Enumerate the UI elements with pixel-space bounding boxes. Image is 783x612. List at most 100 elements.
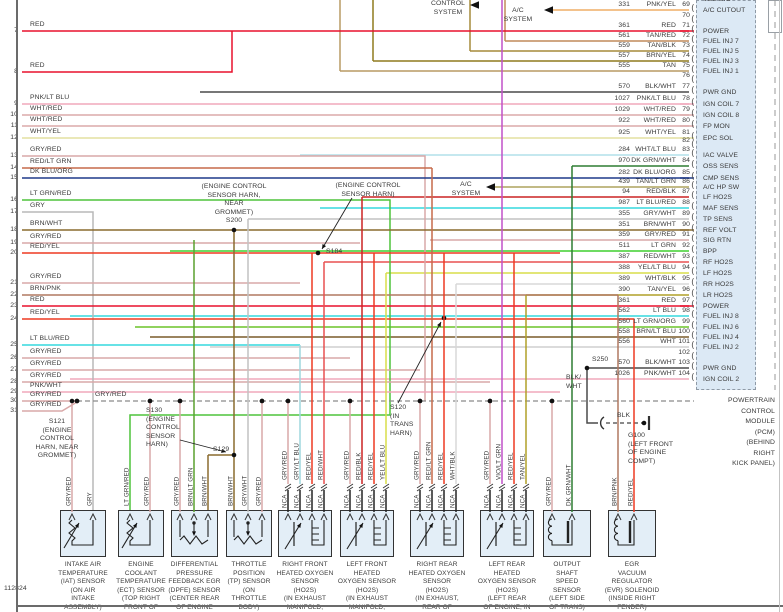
pcm-connector-box: [696, 0, 756, 390]
bus-splice-dot: [417, 398, 423, 404]
wire-break-icon: [370, 483, 378, 492]
pcm-pin-connector-icon: (: [690, 86, 696, 96]
splice-dot: [74, 398, 80, 404]
coil-icon: [547, 518, 573, 546]
pcm-pin-connector-icon: (: [690, 341, 696, 351]
pcm-pin-number: 84: [682, 157, 690, 164]
nca-label: NCA: [344, 494, 351, 508]
blk-tag: BLK: [617, 412, 631, 419]
sensor-wire-color-label: BRN/LT GRN: [188, 467, 195, 506]
wire-break-icon: [346, 483, 354, 492]
o2-arrowhead: [358, 523, 363, 528]
pcm-pin-function: IGN COIL 2: [703, 376, 740, 383]
pcm-pin-connector-icon: (: [690, 224, 696, 234]
pcm-wire-color: BRN/WHT: [643, 221, 676, 228]
pcm-wire-color: BLK/WHT: [645, 359, 676, 366]
pcm-pin-function: IAC VALVE: [703, 152, 739, 159]
pcm-pin-function: CMP SENS: [703, 175, 740, 182]
splice-dot: [315, 250, 321, 256]
ground-connector-icon: [599, 416, 605, 430]
harness-segment: [586, 368, 598, 424]
o2-arrowhead: [296, 523, 301, 528]
pcm-circuit-number: 562: [618, 307, 630, 314]
left-wire-color: GRY/RED: [30, 233, 62, 240]
pcm-pin-number: 99: [682, 318, 690, 325]
pcm-wire-color: TAN/YEL: [647, 286, 676, 293]
pcm-pin-function: IGN COIL 7: [703, 101, 740, 108]
pcm-circuit-number: 925: [618, 129, 630, 136]
pcm-pin-connector-icon: (: [690, 140, 696, 150]
nca-label: NCA: [380, 494, 387, 508]
thermistor-arrow: [121, 522, 138, 549]
wire-entry-arrow-icon: [126, 512, 134, 521]
sensor-wire-color-label: RED/WHT: [318, 450, 325, 480]
pcm-pin-function: FUEL INJ 3: [703, 58, 739, 65]
left-wire-color: RED/YEL: [30, 243, 60, 250]
pcm-wire-color: WHT/YEL: [645, 129, 676, 136]
left-wire-color: GRY/RED: [30, 348, 62, 355]
pcm-circuit-number: 558: [618, 328, 630, 335]
pcm-circuit-number: 284: [618, 146, 630, 153]
pcm-pin-connector-icon: (: [690, 213, 696, 223]
pcm-pin-number: 74: [682, 52, 690, 59]
s120-note-leader-arrowhead: [437, 322, 441, 327]
wire-entry-arrow-icon: [176, 512, 184, 521]
wire-break-icon: [486, 483, 494, 492]
left-pin-number: 24: [10, 315, 18, 322]
left-wire-color: PNK/LT BLU: [30, 94, 70, 101]
left-pin-number: 28: [10, 378, 18, 385]
sensor-wire-color-label: GRY/WHT: [242, 476, 249, 506]
pcm-wire-color: GRY/RED: [644, 231, 676, 238]
pcm-pin-connector-icon: (: [690, 362, 696, 372]
pcm-pin-number: 75: [682, 62, 690, 69]
pcm-circuit-number: 559: [618, 42, 630, 49]
wire-entry-arrow-icon: [308, 512, 316, 521]
left-pin-number: 31: [10, 407, 18, 414]
sensor-wire-color-label: GRY/RED: [414, 450, 421, 480]
sensor-caption: ENGINE COOLANT TEMPERATURE (ECT) SENSOR …: [116, 561, 166, 611]
pcm-wire-color: LT BLU: [652, 307, 676, 314]
sensor-wire-color-label: RED/YEL: [368, 452, 375, 480]
left-pin-number: 11: [10, 122, 18, 129]
pcm-pin-function: FUEL INJ 2: [703, 344, 739, 351]
pcm-pin-connector-icon: (: [690, 109, 696, 119]
left-wire-color: WHT/RED: [30, 116, 63, 123]
left-wire-color: GRY/RED: [30, 372, 62, 379]
pcm-circuit-number: 1029: [614, 106, 630, 113]
bus-splice-dot: [177, 398, 183, 404]
pcm-wire-color: DK GRN/WHT: [631, 157, 676, 164]
pcm-wire-color: WHT/RED: [643, 106, 676, 113]
sensor-wire-color-label: DK GRN/WHT: [566, 464, 573, 506]
sensor-wire-color-label: GRY/RED: [174, 476, 181, 506]
left-wire-color: DK BLU/ORG: [30, 168, 73, 175]
pcm-wire-color: TAN/RED: [645, 32, 676, 39]
pcm-wire-color: BRN/YEL: [646, 52, 676, 59]
wire-entry-arrow-icon: [510, 512, 518, 521]
wire-entry-arrow-icon: [244, 512, 252, 521]
sensor-wire-color-label: GRY/RED: [282, 450, 289, 480]
sensor-wire-color-label: WHT/BLK: [450, 451, 457, 480]
wire-entry-arrow-icon: [89, 512, 97, 521]
sensor-wire-color-label: YEL/LT BLU: [380, 444, 387, 480]
pcm-wire-color: WHT: [660, 338, 676, 345]
sensor-wire-color-label: VIO/LT GRN: [496, 444, 503, 480]
pcm-pin-connector-icon: (: [690, 65, 696, 75]
pot-resistor-icon: [233, 520, 263, 545]
pcm-circuit-number: 361: [618, 297, 630, 304]
pcm-circuit-number: 557: [618, 52, 630, 59]
s184-note: (ENGINE CONTROL SENSOR HARN): [335, 182, 401, 198]
pot-wiper-arrowhead: [245, 531, 251, 536]
left-wire-color: RED/LT GRN: [30, 158, 72, 165]
s184-note-leader-arrowhead: [322, 244, 327, 249]
pcm-pin-function: A/C HP SW: [703, 184, 740, 191]
pcm-pin-function: LF HO2S: [703, 270, 733, 277]
sensor-wire-color-label: LT GRN/RED: [124, 467, 131, 506]
left-wire-color: GRY/RED: [30, 146, 62, 153]
left-pin-number: 16: [10, 196, 18, 203]
left-pin-number: 20: [10, 249, 18, 256]
sensor-caption: EGR VACUUM REGULATOR (EVR) SOLENOID (INS…: [604, 561, 660, 611]
pcm-pin-number: 80: [682, 117, 690, 124]
pcm-wire-color: RED/WHT: [643, 253, 676, 260]
pcm-pin-number: 100: [678, 328, 690, 335]
